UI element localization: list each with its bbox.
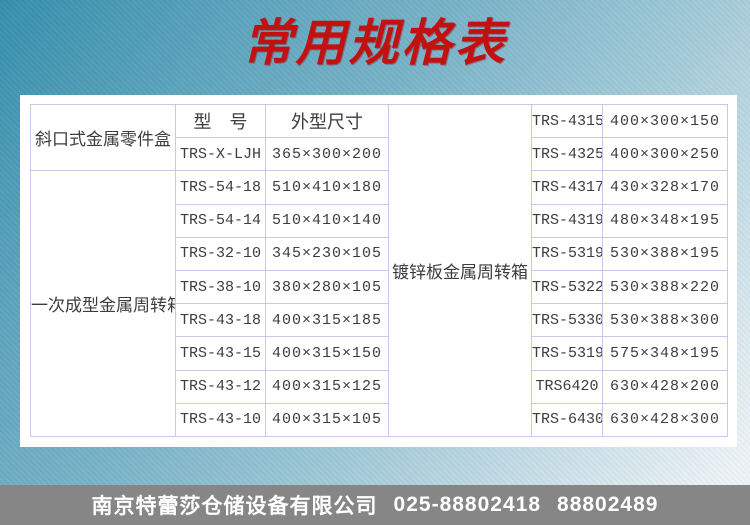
size-cell: 630×428×200 <box>602 369 728 404</box>
model-cell: TRS-4319 <box>531 203 603 238</box>
category-formed-turnover-box: 一次成型金属周转箱 <box>30 170 176 437</box>
spec-table: 斜口式金属零件盒 型 号 外型尺寸 镀锌板金属周转箱 TRS-4315 400×… <box>30 103 728 438</box>
size-cell: 480×348×195 <box>602 203 728 238</box>
header-size: 外型尺寸 <box>265 103 389 139</box>
model-cell: TRS-5330 <box>531 303 603 338</box>
size-cell: 510×410×140 <box>265 203 389 238</box>
phone-number-2: 88802489 <box>557 493 659 516</box>
model-cell: TRS-4325 <box>531 137 603 172</box>
size-cell: 365×300×200 <box>265 137 389 172</box>
model-cell: TRS-43-12 <box>175 369 266 404</box>
size-cell: 530×388×220 <box>602 269 728 305</box>
page-title: 常用规格表 <box>242 15 508 71</box>
size-cell: 575×348×195 <box>602 336 728 371</box>
header-model: 型 号 <box>175 103 266 139</box>
spec-table-panel: 斜口式金属零件盒 型 号 外型尺寸 镀锌板金属周转箱 TRS-4315 400×… <box>20 95 737 447</box>
model-cell: TRS-54-18 <box>175 170 266 205</box>
size-cell: 400×300×150 <box>602 103 728 139</box>
model-cell: TRS-4315 <box>531 103 603 139</box>
size-cell: 430×328×170 <box>602 170 728 205</box>
size-cell: 400×315×125 <box>265 369 389 404</box>
company-name: 南京特蕾莎仓储设备有限公司 <box>91 495 378 518</box>
model-cell: TRS-4317 <box>531 170 603 205</box>
model-cell: TRS-5322 <box>531 269 603 305</box>
model-cell: TRS-38-10 <box>175 269 266 305</box>
size-cell: 630×428×300 <box>602 402 728 438</box>
model-cell: TRS-43-15 <box>175 336 266 371</box>
size-cell: 380×280×105 <box>265 269 389 305</box>
size-cell: 400×315×185 <box>265 303 389 338</box>
model-cell: TRS-43-10 <box>175 402 266 438</box>
phone-number-1: 025-88802418 <box>393 493 542 516</box>
model-cell: TRS-5319 <box>531 236 603 271</box>
size-cell: 530×388×195 <box>602 236 728 271</box>
size-cell: 400×315×150 <box>265 336 389 371</box>
model-cell: TRS6420 <box>531 369 603 404</box>
model-cell: TRS-54-14 <box>175 203 266 238</box>
model-cell: TRS-6430 <box>531 402 603 438</box>
footer-bar: 南京特蕾莎仓储设备有限公司 025-88802418 88802489 <box>0 485 750 525</box>
model-cell: TRS-32-10 <box>175 236 266 271</box>
model-cell: TRS-5319 <box>531 336 603 371</box>
category-slant-parts-box: 斜口式金属零件盒 <box>30 103 176 172</box>
size-cell: 510×410×180 <box>265 170 389 205</box>
category-galvanized-box: 镀锌板金属周转箱 <box>388 104 532 437</box>
size-cell: 530×388×300 <box>602 303 728 338</box>
model-cell: TRS-X-LJH <box>175 137 266 172</box>
model-cell: TRS-43-18 <box>175 303 266 338</box>
size-cell: 400×315×105 <box>265 402 389 438</box>
size-cell: 345×230×105 <box>265 236 389 271</box>
size-cell: 400×300×250 <box>602 137 728 172</box>
